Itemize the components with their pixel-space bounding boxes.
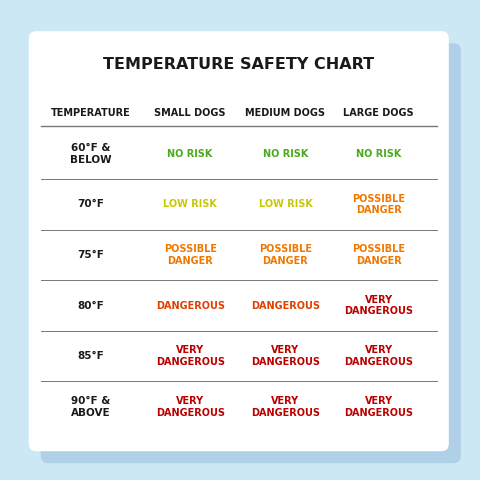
Text: 60°F &
BELOW: 60°F & BELOW: [70, 143, 111, 165]
Text: NO RISK: NO RISK: [168, 149, 213, 159]
Text: TEMPERATURE SAFETY CHART: TEMPERATURE SAFETY CHART: [103, 57, 374, 72]
Text: 90°F &
ABOVE: 90°F & ABOVE: [71, 396, 110, 418]
Text: SMALL DOGS: SMALL DOGS: [155, 108, 226, 118]
Text: MEDIUM DOGS: MEDIUM DOGS: [245, 108, 325, 118]
Text: DANGEROUS: DANGEROUS: [251, 300, 320, 311]
Text: TEMPERATURE: TEMPERATURE: [51, 108, 131, 118]
Text: LARGE DOGS: LARGE DOGS: [343, 108, 414, 118]
Text: VERY
DANGEROUS: VERY DANGEROUS: [344, 396, 413, 418]
Text: VERY
DANGEROUS: VERY DANGEROUS: [251, 396, 320, 418]
Text: POSSIBLE
DANGER: POSSIBLE DANGER: [164, 244, 216, 266]
Text: 80°F: 80°F: [77, 300, 104, 311]
Text: VERY
DANGEROUS: VERY DANGEROUS: [344, 295, 413, 316]
Text: 75°F: 75°F: [77, 250, 104, 260]
Text: VERY
DANGEROUS: VERY DANGEROUS: [156, 346, 225, 367]
Text: NO RISK: NO RISK: [356, 149, 401, 159]
Text: LOW RISK: LOW RISK: [163, 200, 217, 209]
Text: VERY
DANGEROUS: VERY DANGEROUS: [156, 396, 225, 418]
Text: POSSIBLE
DANGER: POSSIBLE DANGER: [352, 244, 405, 266]
Text: POSSIBLE
DANGER: POSSIBLE DANGER: [352, 194, 405, 216]
Text: 85°F: 85°F: [77, 351, 104, 361]
Text: DANGEROUS: DANGEROUS: [156, 300, 225, 311]
Text: VERY
DANGEROUS: VERY DANGEROUS: [344, 346, 413, 367]
Text: NO RISK: NO RISK: [263, 149, 308, 159]
Text: VERY
DANGEROUS: VERY DANGEROUS: [251, 346, 320, 367]
Text: 70°F: 70°F: [77, 200, 104, 209]
Text: LOW RISK: LOW RISK: [259, 200, 312, 209]
FancyBboxPatch shape: [29, 31, 449, 451]
Text: POSSIBLE
DANGER: POSSIBLE DANGER: [259, 244, 312, 266]
FancyBboxPatch shape: [41, 43, 461, 463]
